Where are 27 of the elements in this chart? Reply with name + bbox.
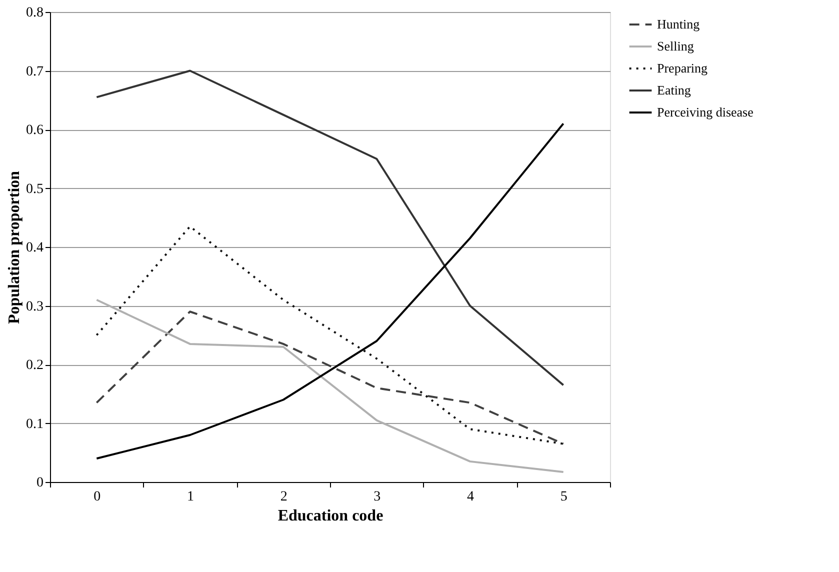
legend-label: Hunting <box>657 16 700 32</box>
x-tick-label: 4 <box>467 490 474 504</box>
legend-label: Preparing <box>657 60 708 76</box>
line-series <box>96 122 564 460</box>
x-axis-title: Education code <box>278 508 384 524</box>
legend-label: Eating <box>657 82 692 98</box>
line-series <box>96 298 564 474</box>
y-tick-label: 0.2 <box>26 358 44 373</box>
x-tick-label: 0 <box>94 490 101 504</box>
x-tick-label: 2 <box>280 490 288 504</box>
line-series <box>96 70 564 386</box>
y-tick-label: 0.1 <box>26 416 44 432</box>
line-series <box>96 310 564 445</box>
line-series <box>96 225 564 445</box>
y-tick-label: 0.6 <box>26 123 44 138</box>
y-tick-label: 0.4 <box>26 240 44 256</box>
legend-label: Selling <box>657 38 694 54</box>
y-tick-label: 0.7 <box>26 64 44 80</box>
y-tick-label: 0.3 <box>26 299 44 314</box>
y-tick-label: 0 <box>36 476 44 490</box>
legend-label: Perceiving disease <box>657 104 754 120</box>
y-tick-label: 0.5 <box>26 182 44 197</box>
x-tick-label: 3 <box>374 490 381 504</box>
y-axis-title: Population proportion <box>6 170 23 324</box>
y-tick-label: 0.8 <box>26 6 44 20</box>
x-tick-label: 5 <box>560 490 568 504</box>
x-tick-label: 1 <box>187 490 194 504</box>
